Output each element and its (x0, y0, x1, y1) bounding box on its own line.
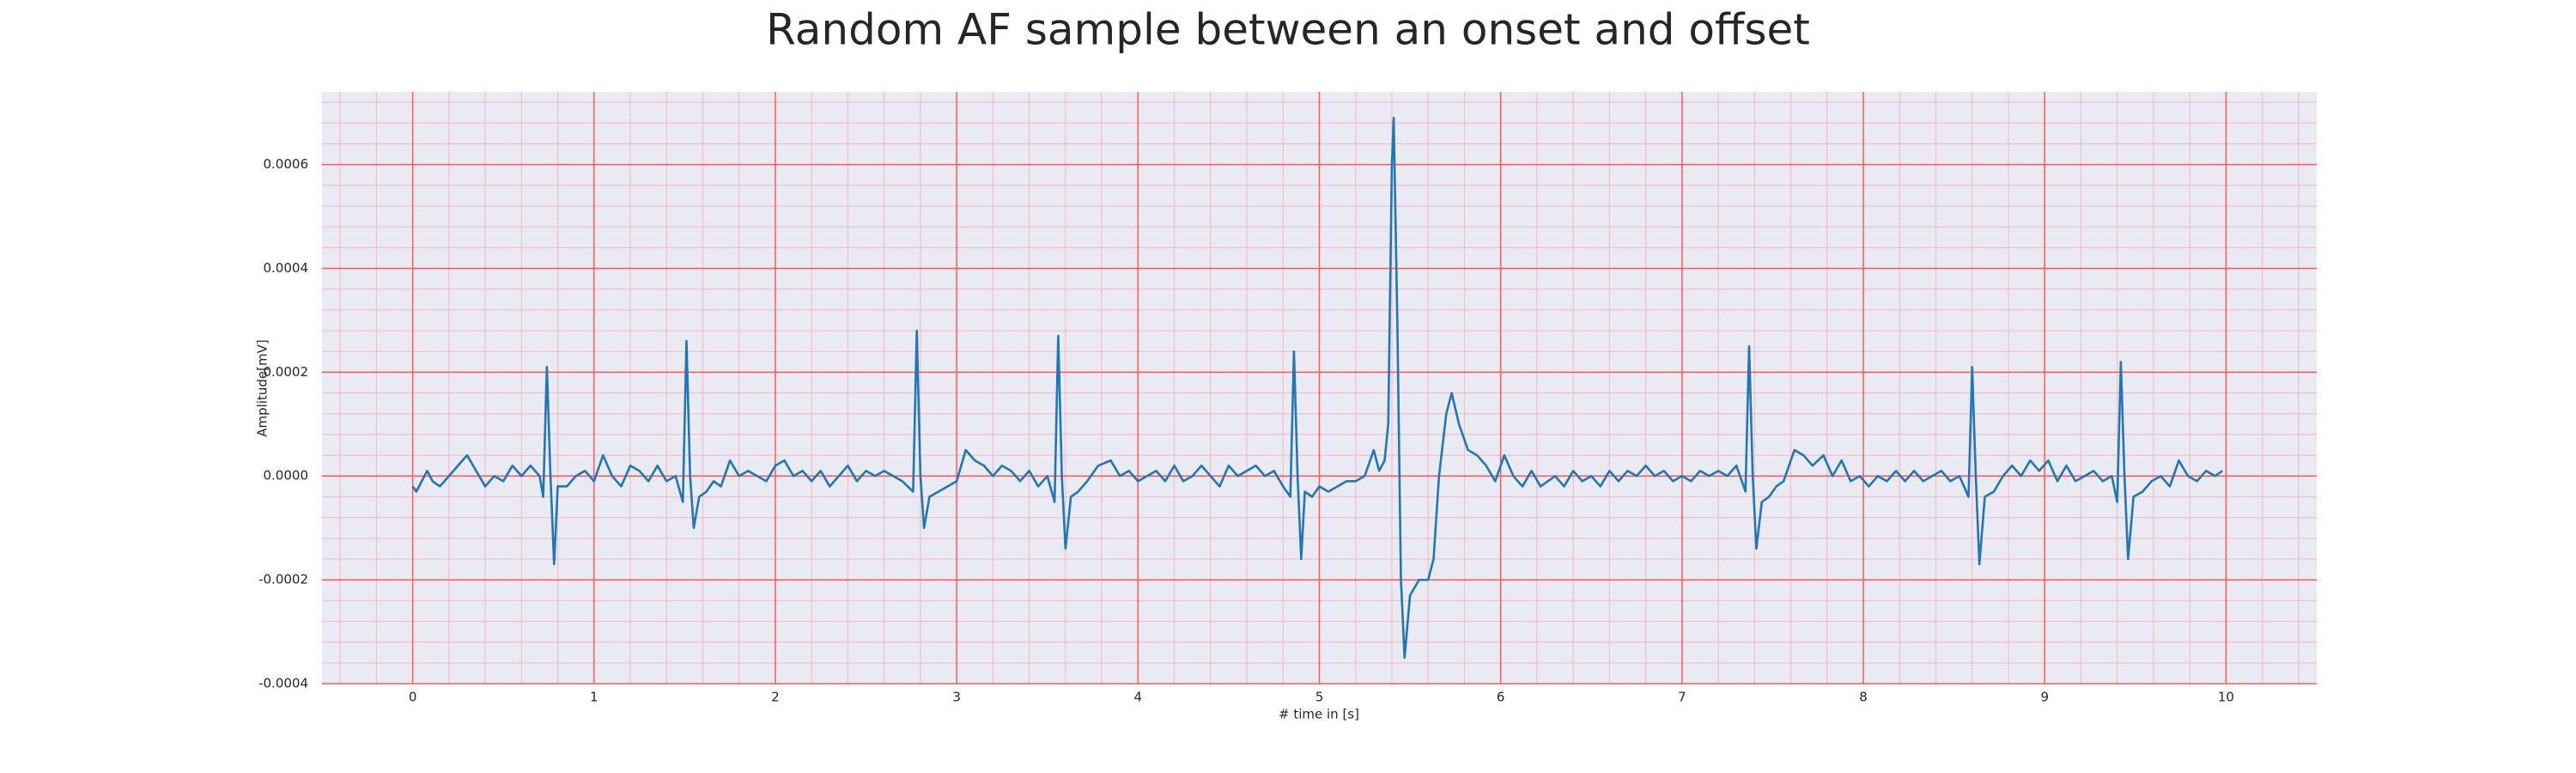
y-tick-label: -0.0002 (258, 572, 308, 587)
x-tick-label: 7 (1678, 690, 1686, 705)
x-tick-label: 8 (1859, 690, 1868, 705)
y-tick-label: 0.0004 (264, 260, 309, 276)
y-tick-label: 0.0006 (264, 156, 309, 172)
x-tick-label: 3 (952, 690, 961, 705)
x-tick-label: 9 (2040, 690, 2049, 705)
x-tick-label: 6 (1497, 690, 1505, 705)
x-tick-label: 5 (1315, 690, 1324, 705)
x-tick-label: 10 (2218, 690, 2234, 705)
x-tick-label: 4 (1134, 690, 1143, 705)
x-axis-label: # time in [s] (1279, 707, 1359, 722)
chart-title: Random AF sample between an onset and of… (766, 5, 1810, 55)
y-tick-label: 0.0002 (264, 364, 309, 380)
y-tick-label: -0.0004 (258, 676, 308, 691)
y-tick-label: 0.0000 (264, 468, 309, 484)
x-tick-label: 2 (771, 690, 780, 705)
x-tick-label: 0 (409, 690, 417, 705)
y-axis-label: Amplitude[mV] (255, 339, 270, 436)
x-tick-label: 1 (590, 690, 598, 705)
signal-line (411, 116, 2223, 660)
